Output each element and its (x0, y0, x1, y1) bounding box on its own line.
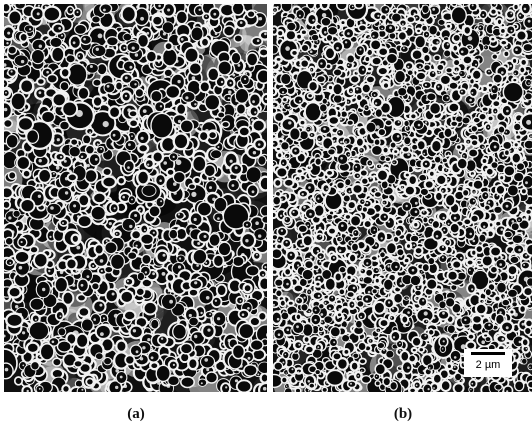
micrograph-b-image (273, 4, 532, 392)
micrograph-panel-a (4, 4, 267, 392)
micrograph-a-image (4, 4, 267, 392)
scale-bar-label: 2 µm (475, 359, 501, 371)
panel-label-a: (a) (127, 406, 145, 422)
scale-bar: 2 µm (464, 349, 512, 377)
micrograph-panel-b (273, 4, 532, 392)
scale-bar-line (471, 352, 505, 355)
panel-label-b: (b) (393, 406, 413, 422)
